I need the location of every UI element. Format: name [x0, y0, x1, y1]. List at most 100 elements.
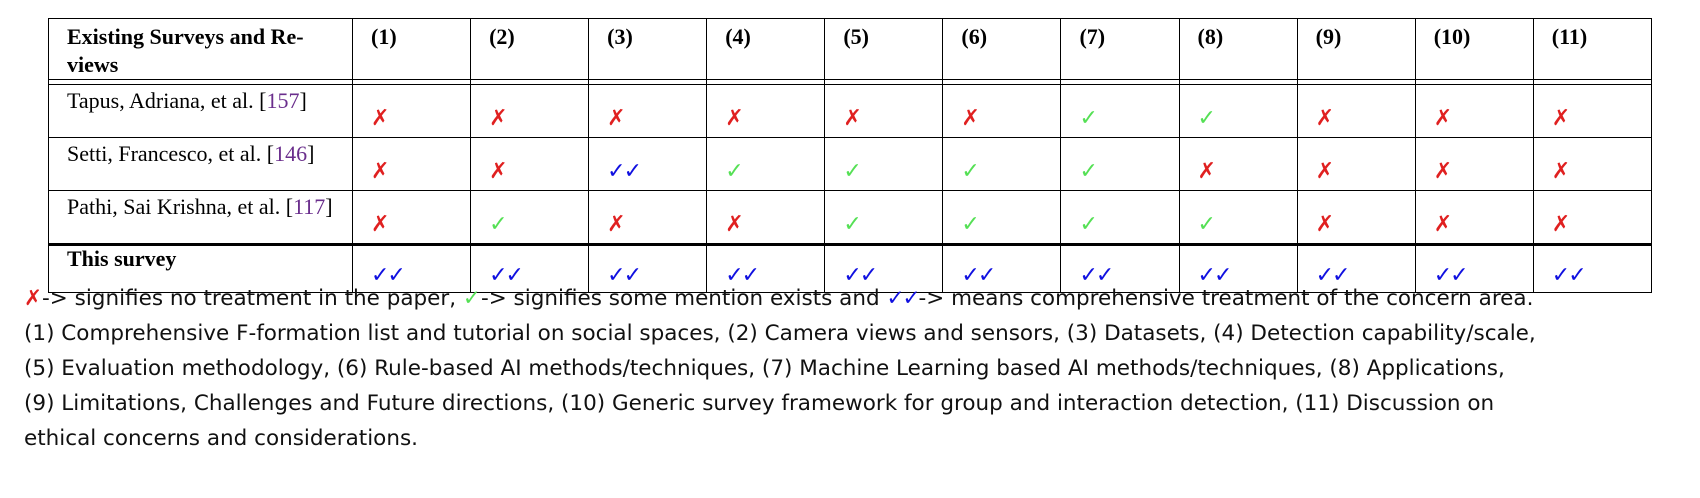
cross-icon: ✗ [489, 106, 508, 131]
legend-some-text: -> signifies some mention exists and [480, 286, 887, 311]
check-icon: ✓ [1197, 106, 1216, 131]
cross-icon: ✗ [1433, 159, 1453, 184]
mark-cell: ✓✓ [942, 243, 1062, 293]
citation-link[interactable]: 117 [293, 194, 326, 219]
mark-cell: ✓ [1178, 84, 1298, 138]
citation-link[interactable]: 146 [274, 141, 308, 166]
mark-cell: ✗ [706, 190, 826, 245]
mark-cell: ✗ [824, 84, 944, 138]
mark-cell: ✓✓ [470, 243, 590, 293]
double-check-icon: ✓✓ [725, 263, 760, 288]
mark-cell: ✓✓ [1532, 243, 1653, 293]
cross-icon: ✗ [725, 106, 744, 131]
mark-cell: ✗ [588, 190, 708, 245]
survey-author-cell: Setti, Francesco, et al. [146] [48, 137, 353, 191]
mark-cell: ✓ [1060, 84, 1180, 138]
cross-icon: ✗ [371, 159, 390, 184]
mark-cell: ✓ [1060, 137, 1180, 191]
author-name: Pathi, Sai Krishna, et al. [ [67, 194, 294, 219]
header-column-2: (2) [470, 18, 590, 80]
header-column-9: (9) [1296, 18, 1416, 80]
citation-bracket: ] [299, 88, 307, 113]
double-check-icon: ✓✓ [607, 159, 642, 184]
cross-icon: ✗ [1551, 159, 1571, 184]
double-check-icon: ✓✓ [607, 263, 642, 288]
check-icon: ✓ [961, 159, 980, 184]
table-row: Tapus, Adriana, et al. [157] ✗ ✗ ✗ ✗ ✗ ✗ ✓ ✓ ✗ ✗ ✗ [48, 84, 1653, 138]
cross-icon: ✗ [1315, 159, 1335, 184]
mark-cell: ✗ [351, 190, 472, 245]
cross-icon: ✗ [371, 106, 390, 131]
header-column-7: (7) [1060, 18, 1180, 80]
mark-cell: ✓✓ [1178, 243, 1298, 293]
double-check-icon: ✓✓ [961, 263, 996, 288]
header-column-6: (6) [942, 18, 1062, 80]
check-icon: ✓ [489, 212, 508, 237]
mark-cell: ✗ [1414, 84, 1534, 138]
mark-cell: ✗ [1296, 190, 1416, 245]
mark-cell: ✗ [1532, 84, 1653, 138]
spacer-cell [1060, 79, 1180, 85]
mark-cell: ✓✓ [588, 137, 708, 191]
spacer-cell [1532, 79, 1653, 85]
mark-cell: ✓✓ [1414, 243, 1534, 293]
double-check-icon: ✓✓ [1315, 263, 1351, 288]
no-treatment-cross-icon: ✗ [24, 286, 43, 311]
mark-cell: ✓✓ [1296, 243, 1416, 293]
mark-cell: ✓ [470, 190, 590, 245]
mark-cell: ✓ [824, 190, 944, 245]
cross-icon: ✗ [1551, 106, 1571, 131]
mark-cell: ✓ [1060, 190, 1180, 245]
mark-cell: ✓✓ [706, 243, 826, 293]
spacer-cell [1296, 79, 1416, 85]
this-survey-row: This survey ✓✓ ✓✓ ✓✓ ✓✓ ✓✓ ✓✓ ✓✓ ✓✓ ✓✓ ✓✓ ✓✓ [48, 243, 1653, 293]
check-icon: ✓ [725, 159, 744, 184]
header-existing-surveys: Existing Surveys and Re-views [48, 18, 353, 80]
legend-columns-line-4: ethical concerns and considerations. [24, 426, 419, 451]
citation-link[interactable]: 157 [266, 88, 300, 113]
check-icon: ✓ [1079, 159, 1098, 184]
mark-cell: ✓✓ [1060, 243, 1180, 293]
mark-cell: ✓ [706, 137, 826, 191]
table-header-row: Existing Surveys and Re-views (1) (2) (3)(… [48, 18, 1653, 80]
survey-comparison-table: Existing Surveys and Re-views (1) (2) (3)(… [48, 18, 1653, 293]
citation-bracket: ] [325, 194, 333, 219]
legend-columns-line-2: (5) Evaluation methodology, (6) Rule-bas… [24, 356, 1505, 381]
mark-cell: ✗ [1296, 84, 1416, 138]
spacer-cell [1178, 79, 1298, 85]
check-icon: ✓ [1079, 106, 1098, 131]
cross-icon: ✗ [371, 212, 390, 237]
mark-cell: ✗ [470, 137, 590, 191]
header-column-5: (5) [824, 18, 944, 80]
cross-icon: ✗ [725, 212, 744, 237]
mark-cell: ✓✓ [588, 243, 708, 293]
survey-author-cell: Pathi, Sai Krishna, et al. [117] [48, 190, 353, 245]
cross-icon: ✗ [1551, 212, 1571, 237]
row-spacer [48, 79, 1653, 85]
double-check-icon: ✓✓ [1197, 263, 1233, 288]
legend-columns-line-1: (1) Comprehensive F-formation list and t… [24, 321, 1536, 346]
mark-cell: ✗ [1532, 190, 1653, 245]
double-check-icon: ✓✓ [1433, 263, 1469, 288]
check-icon: ✓ [843, 212, 862, 237]
check-icon: ✓ [843, 159, 862, 184]
header-column-1: (1) [351, 18, 472, 80]
cross-icon: ✗ [607, 106, 626, 131]
double-check-icon: ✓✓ [1551, 263, 1587, 288]
legend-full-text: -> means comprehensive treatment of the … [918, 286, 1534, 311]
check-icon: ✓ [1079, 212, 1098, 237]
mark-cell: ✗ [1414, 190, 1534, 245]
legend-columns-line-3: (9) Limitations, Challenges and Future d… [24, 391, 1495, 416]
some-mention-check-icon: ✓ [462, 286, 481, 311]
table-legend: ✗-> signifies no treatment in the paper,… [24, 281, 1684, 456]
check-icon: ✓ [961, 212, 980, 237]
mark-cell: ✗ [1178, 137, 1298, 191]
survey-author-cell: Tapus, Adriana, et al. [157] [48, 84, 353, 138]
mark-cell: ✓ [1178, 190, 1298, 245]
legend-none-text: -> signifies no treatment in the paper, [42, 286, 463, 311]
mark-cell: ✗ [1414, 137, 1534, 191]
double-check-icon: ✓✓ [489, 263, 524, 288]
table-row: Pathi, Sai Krishna, et al. [117] ✗ ✓ ✗ ✗ ✓ ✓ ✓ ✓… [48, 190, 1653, 245]
author-name: Tapus, Adriana, et al. [ [67, 88, 267, 113]
spacer-cell [942, 79, 1062, 85]
